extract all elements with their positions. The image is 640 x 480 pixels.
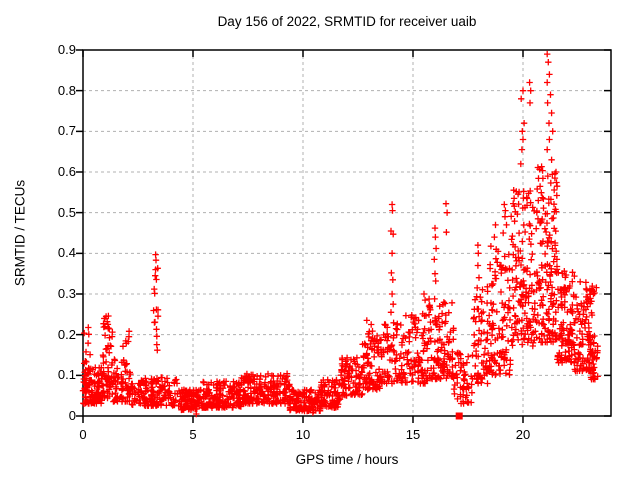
scatter-points-SRMTID	[79, 50, 601, 418]
x-tick-label: 0	[79, 427, 87, 442]
y-tick-label: 0.1	[57, 367, 76, 383]
y-tick-label: 0.2	[57, 326, 76, 342]
y-tick-label: 0.3	[57, 286, 76, 301]
y-tick-label: 0.6	[57, 164, 76, 179]
x-tick-label: 15	[405, 427, 421, 442]
y-tick-label: 0	[68, 408, 76, 423]
x-tick-label: 10	[295, 427, 311, 442]
y-axis-label: SRMTID / TECUs	[12, 179, 28, 287]
x-tick-label: 20	[515, 427, 531, 442]
plot-border	[82, 49, 612, 417]
tick-marks	[76, 49, 611, 423]
x-tick-label: 5	[189, 427, 197, 442]
chart-title: Day 156 of 2022, SRMTID for receiver uai…	[217, 14, 477, 29]
y-tick-label: 0.9	[57, 42, 76, 57]
x-axis-label: GPS time / hours	[295, 452, 399, 467]
y-tick-label: 0.7	[57, 123, 76, 139]
y-tick-label: 0.5	[57, 204, 76, 220]
square-marker-event-flag	[455, 412, 463, 420]
y-tick-label: 0.4	[57, 245, 76, 261]
y-tick-label: 0.8	[57, 82, 76, 98]
